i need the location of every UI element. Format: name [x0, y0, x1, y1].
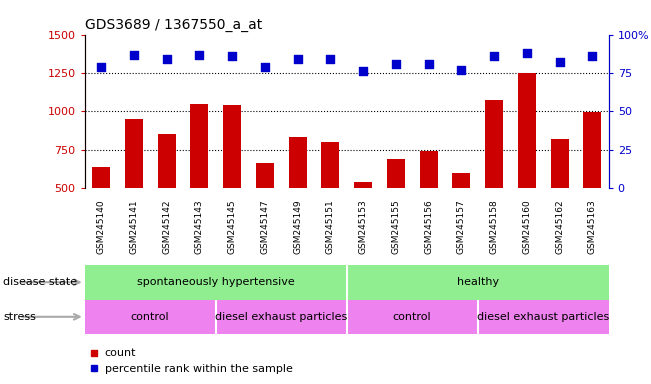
Bar — [452, 173, 470, 265]
Text: control: control — [131, 312, 169, 322]
Bar — [215, 300, 347, 334]
Bar — [347, 300, 478, 334]
Bar — [387, 159, 405, 265]
Point — [358, 68, 368, 74]
Text: GSM245160: GSM245160 — [522, 199, 531, 254]
Point — [227, 53, 237, 59]
Legend: count, percentile rank within the sample: count, percentile rank within the sample — [84, 344, 297, 379]
Text: healthy: healthy — [456, 277, 499, 287]
Text: GSM245155: GSM245155 — [391, 199, 400, 254]
Point — [260, 64, 270, 70]
Text: diesel exhaust particles: diesel exhaust particles — [477, 312, 609, 322]
Point — [423, 61, 434, 67]
Text: GSM245156: GSM245156 — [424, 199, 433, 254]
Point — [96, 64, 106, 70]
Text: GSM245140: GSM245140 — [96, 199, 105, 254]
Bar — [419, 151, 437, 265]
Bar — [158, 134, 176, 265]
Point — [292, 56, 303, 62]
Bar — [223, 105, 241, 265]
Bar — [347, 265, 609, 300]
Text: diesel exhaust particles: diesel exhaust particles — [215, 312, 347, 322]
Text: GDS3689 / 1367550_a_at: GDS3689 / 1367550_a_at — [85, 18, 262, 32]
Text: disease state: disease state — [3, 277, 77, 287]
Bar — [288, 137, 307, 265]
Bar — [322, 142, 339, 265]
Bar — [256, 163, 274, 265]
Bar — [518, 73, 536, 265]
Point — [489, 53, 499, 59]
Point — [456, 67, 467, 73]
Bar — [551, 139, 568, 265]
Text: spontaneously hypertensive: spontaneously hypertensive — [137, 277, 294, 287]
Point — [194, 51, 204, 58]
Text: GSM245158: GSM245158 — [490, 199, 499, 254]
Point — [587, 53, 598, 59]
Text: GSM245163: GSM245163 — [588, 199, 597, 254]
Bar — [92, 167, 110, 265]
Text: GSM245142: GSM245142 — [162, 199, 171, 254]
Text: GSM245145: GSM245145 — [227, 199, 236, 254]
Text: GSM245157: GSM245157 — [457, 199, 466, 254]
Bar — [190, 104, 208, 265]
Bar — [85, 300, 215, 334]
Text: GSM245151: GSM245151 — [326, 199, 335, 254]
Point — [128, 51, 139, 58]
Point — [161, 56, 172, 62]
Text: GSM245141: GSM245141 — [130, 199, 138, 254]
Text: control: control — [393, 312, 432, 322]
Bar — [125, 119, 143, 265]
Point — [325, 56, 335, 62]
Bar — [85, 265, 347, 300]
Text: GSM245153: GSM245153 — [359, 199, 368, 254]
Text: GSM245147: GSM245147 — [260, 199, 270, 254]
Bar — [354, 182, 372, 265]
Bar — [583, 112, 602, 265]
Point — [555, 59, 565, 65]
Bar — [485, 100, 503, 265]
Point — [521, 50, 532, 56]
Text: stress: stress — [3, 312, 36, 322]
Bar — [478, 300, 609, 334]
Text: GSM245143: GSM245143 — [195, 199, 204, 254]
Text: GSM245149: GSM245149 — [293, 199, 302, 254]
Text: GSM245162: GSM245162 — [555, 199, 564, 254]
Point — [391, 61, 401, 67]
